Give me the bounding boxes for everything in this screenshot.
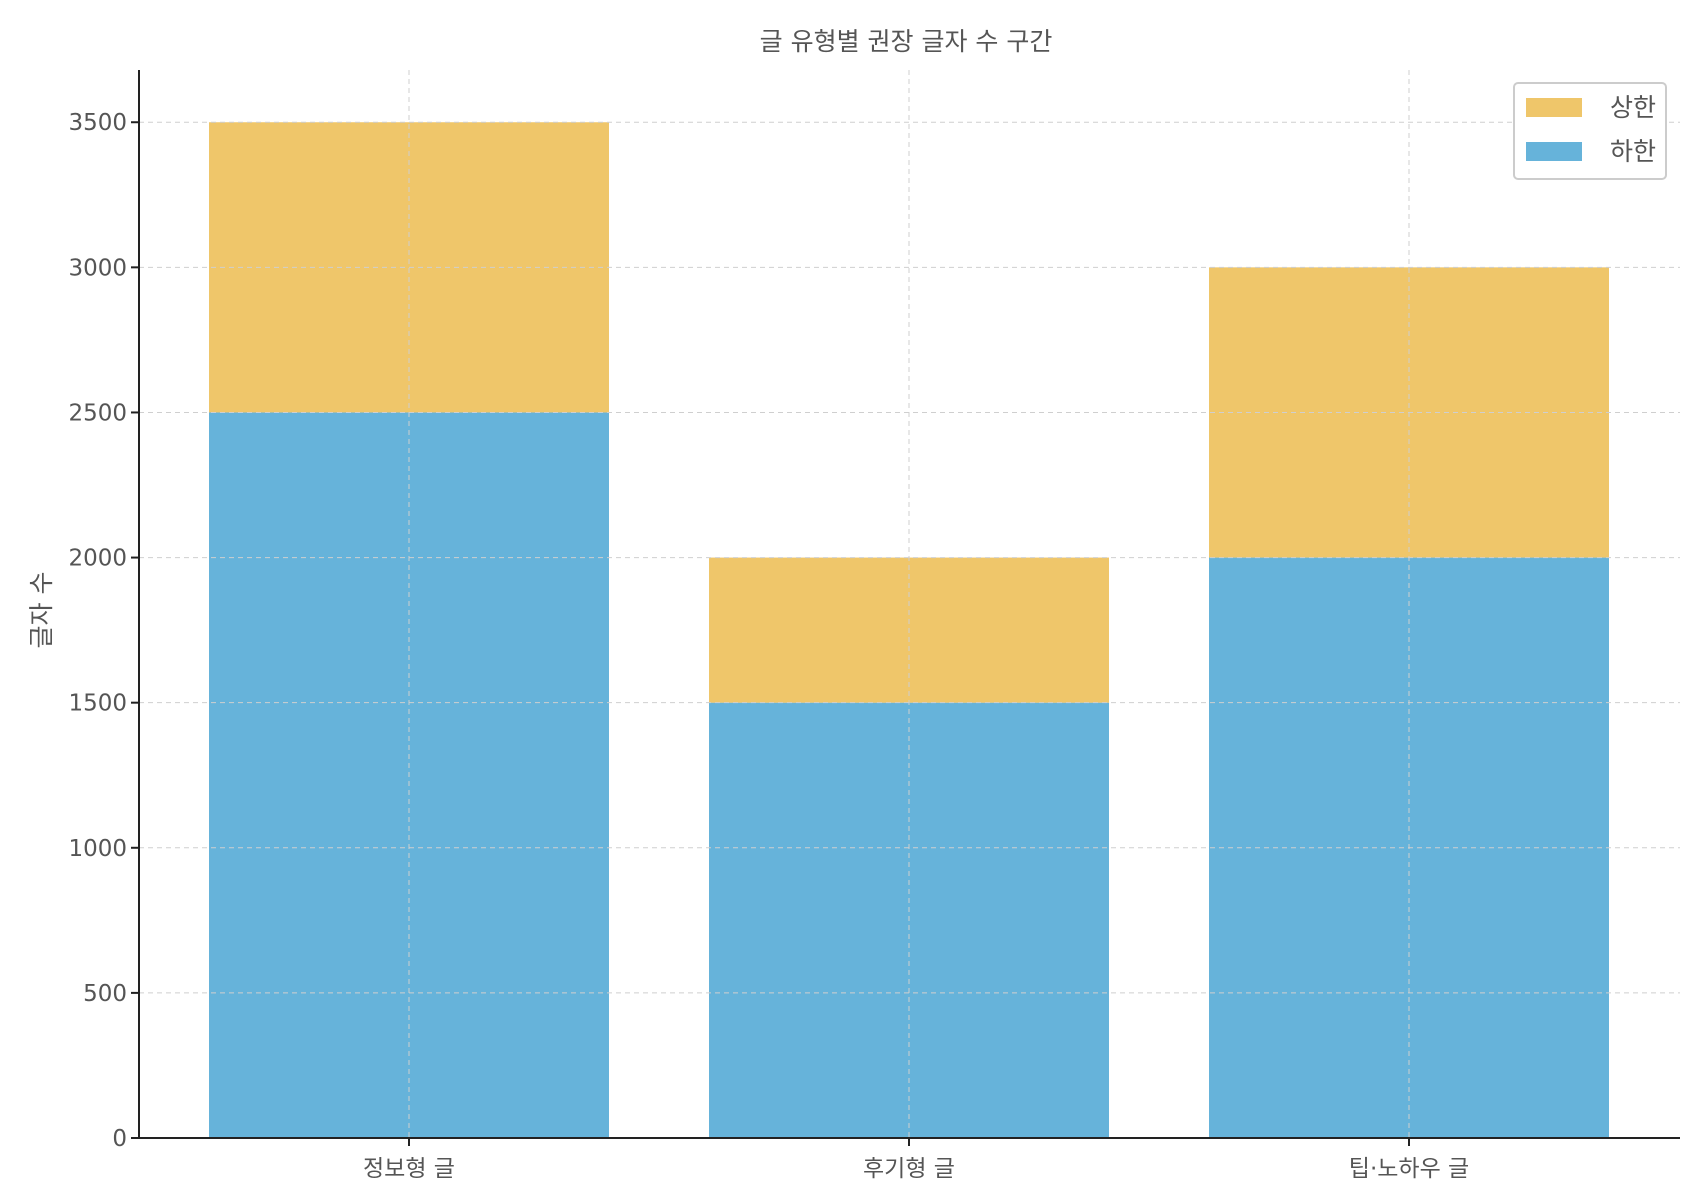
x-tick-label-0: 정보형 글: [363, 1156, 455, 1182]
y-tick-label-2: 1000: [68, 836, 127, 862]
y-tick-label-5: 2500: [68, 400, 127, 426]
y-tick-label-3: 1500: [68, 691, 127, 717]
y-axis-label: 글자 수: [27, 572, 56, 649]
y-tick-label-4: 2000: [68, 546, 127, 572]
axes: [131, 70, 1680, 1146]
x-tick-label-1: 후기형 글: [863, 1156, 955, 1182]
y-tick-label-6: 3000: [68, 255, 127, 281]
legend-swatch-1: [1526, 142, 1582, 161]
grid: [139, 70, 1680, 1138]
legend-swatch-0: [1526, 98, 1582, 117]
legend-label-1: 하한: [1610, 137, 1656, 166]
y-tick-label-7: 3500: [68, 110, 127, 136]
legend-label-0: 상한: [1610, 93, 1656, 122]
chart-title: 글 유형별 권장 글자 수 구간: [760, 27, 1053, 56]
y-tick-label-1: 500: [83, 981, 127, 1007]
labels: 0 500 1000 1500 2000 2500 3000 3500 정보형 글 후기형 글 팁·…: [68, 110, 1469, 1182]
y-tick-label-0: 0: [112, 1126, 127, 1152]
x-tick-label-2: 팁·노하우 글: [1349, 1156, 1469, 1182]
